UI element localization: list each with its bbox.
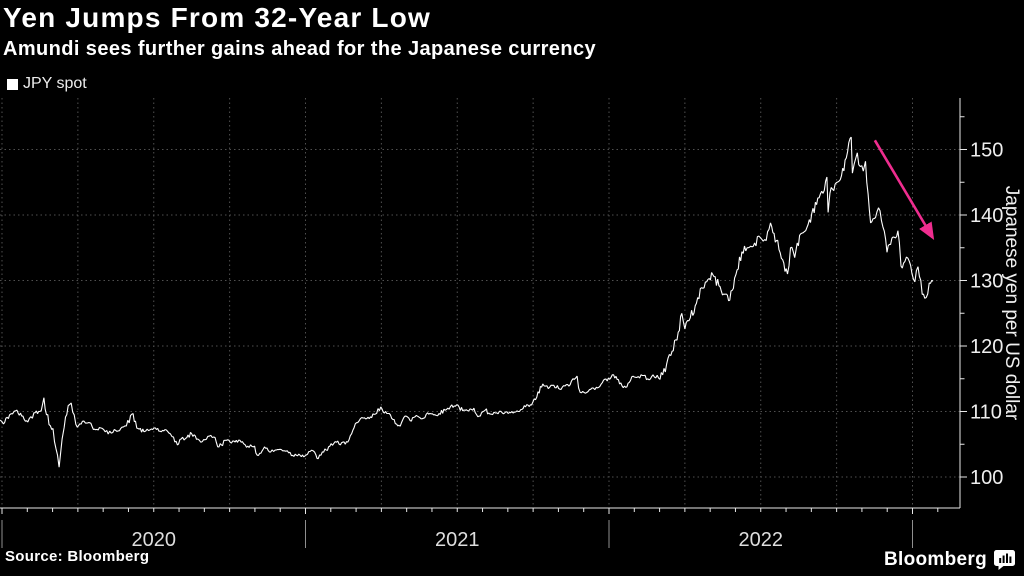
x-axis-year-labels: 2020 2021 2022	[1, 520, 913, 551]
svg-text:100: 100	[970, 467, 1003, 489]
legend-label: JPY spot	[23, 75, 87, 92]
y-axis-title: Japanese yen per US dollar	[1001, 186, 1022, 421]
source-label: Source: Bloomberg	[5, 548, 150, 565]
bloomberg-logo: Bloomberg	[884, 549, 1016, 571]
svg-text:110: 110	[970, 402, 1002, 424]
svg-text:2020: 2020	[132, 529, 177, 551]
svg-text:120: 120	[970, 336, 1003, 358]
legend-marker-square	[7, 78, 18, 90]
svg-text:130: 130	[970, 271, 1003, 293]
bloomberg-wordmark: Bloomberg	[884, 549, 987, 570]
svg-text:140: 140	[970, 205, 1003, 227]
bloomberg-terminal-icon	[994, 550, 1015, 570]
gridlines	[0, 98, 960, 508]
y-axis-labels: 100 110 120 130 140 150	[970, 140, 1003, 490]
svg-text:2022: 2022	[739, 529, 784, 551]
svg-text:2021: 2021	[435, 529, 480, 551]
svg-text:150: 150	[970, 140, 1003, 162]
jpy-spot-series-line	[0, 136, 934, 468]
chart-subtitle: Amundi sees further gains ahead for the …	[3, 38, 596, 60]
legend: JPY spot	[7, 75, 87, 93]
axes	[0, 98, 967, 514]
trend-arrow	[873, 139, 935, 240]
chart-title: Yen Jumps From 32-Year Low	[3, 2, 431, 33]
